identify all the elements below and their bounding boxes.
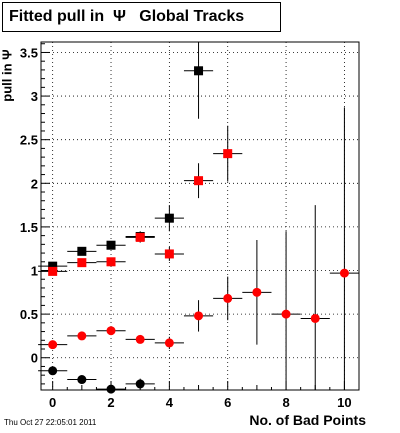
data-point-square	[223, 149, 233, 159]
data-point-square	[194, 66, 204, 76]
data-point-square	[77, 246, 87, 256]
x-tick-label: 8	[282, 395, 289, 410]
data-point-square	[194, 176, 204, 186]
data-point-circle	[252, 287, 262, 297]
chart-title-box: Fitted pull in Ψ Global Tracks	[2, 2, 281, 32]
x-axis-label: No. of Bad Points	[249, 412, 366, 428]
data-point-square	[164, 249, 174, 259]
data-point-circle	[77, 375, 87, 385]
y-tick-label: 1.5	[20, 220, 38, 235]
data-point-circle	[77, 331, 87, 341]
y-tick-label: 1	[31, 264, 38, 279]
data-point-square	[106, 257, 116, 267]
data-point-square	[77, 258, 87, 268]
x-tick-label: 6	[224, 395, 231, 410]
y-tick-label: 2.5	[20, 133, 38, 148]
data-point-square	[164, 213, 174, 223]
y-tick-label: 2	[31, 176, 38, 191]
y-tick-label: 3.5	[20, 45, 38, 60]
data-point-circle	[310, 313, 320, 323]
data-point-square	[135, 232, 145, 242]
y-axis-label: pull in Ψ	[0, 49, 15, 102]
y-tick-label: 0.5	[20, 307, 38, 322]
data-point-square	[106, 240, 116, 250]
x-tick-label: 2	[107, 395, 114, 410]
data-point-square	[48, 266, 58, 276]
x-tick-label: 4	[166, 395, 174, 410]
x-tick-label: 0	[49, 395, 56, 410]
data-point-circle	[106, 326, 116, 336]
data-point-circle	[106, 384, 116, 394]
data-point-circle	[48, 340, 58, 350]
plot-frame	[40, 41, 360, 391]
chart-title: Fitted pull in Ψ Global Tracks	[9, 8, 245, 25]
data-point-circle	[339, 268, 349, 278]
data-point-circle	[194, 311, 204, 321]
data-point-square	[48, 261, 58, 271]
data-point-circle	[135, 379, 145, 389]
data-point-circle	[281, 309, 291, 319]
data-point-circle	[48, 366, 58, 376]
y-tick-label: 0	[31, 351, 38, 366]
data-point-circle	[164, 338, 174, 348]
data-point-circle	[135, 334, 145, 344]
timestamp: Thu Oct 27 22:05:01 2011	[4, 418, 97, 427]
data-point-circle	[223, 293, 233, 303]
y-tick-label: 3	[31, 89, 38, 104]
x-tick-label: 10	[337, 395, 351, 410]
